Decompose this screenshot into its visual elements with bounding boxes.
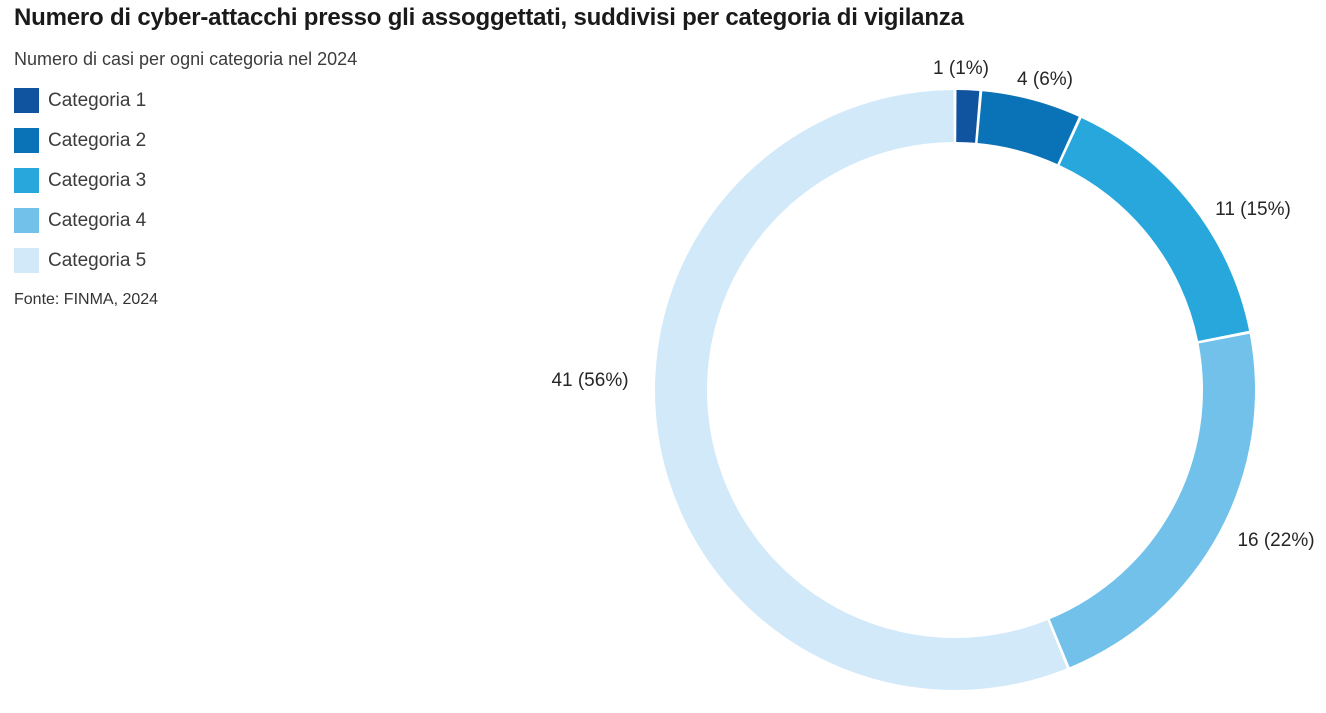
- legend-item-categoria-3: Categoria 3: [14, 168, 146, 193]
- slice-label-categoria-1: 1 (1%): [933, 58, 989, 79]
- legend-label: Categoria 3: [48, 169, 147, 191]
- legend-label: Categoria 2: [48, 129, 147, 151]
- chart-subtitle: Numero di casi per ogni categoria nel 20…: [14, 49, 358, 69]
- donut-slice-categoria-5: [655, 90, 1067, 690]
- legend-swatch-categoria-5: [14, 248, 39, 273]
- legend-swatch-categoria-1: [14, 88, 39, 113]
- slice-label-categoria-3: 11 (15%): [1215, 199, 1291, 220]
- legend-swatch-categoria-3: [14, 168, 39, 193]
- donut-slice-categoria-4: [1049, 333, 1256, 668]
- slice-label-categoria-2: 4 (6%): [1017, 69, 1073, 90]
- chart-title: Numero di cyber-attacchi presso gli asso…: [14, 4, 964, 31]
- legend-swatch-categoria-2: [14, 128, 39, 153]
- legend-item-categoria-2: Categoria 2: [14, 128, 146, 153]
- legend-item-categoria-4: Categoria 4: [14, 208, 146, 233]
- legend-item-categoria-5: Categoria 5: [14, 248, 146, 273]
- legend: Categoria 1 Categoria 2 Categoria 3 Cate…: [14, 88, 146, 288]
- donut-slice-categoria-2: [977, 91, 1079, 165]
- donut-slice-categoria-3: [1059, 117, 1250, 342]
- legend-swatch-categoria-4: [14, 208, 39, 233]
- slice-label-categoria-4: 16 (22%): [1237, 530, 1315, 551]
- legend-label: Categoria 5: [48, 249, 147, 271]
- slice-label-categoria-5: 41 (56%): [551, 370, 629, 391]
- donut-slice-categoria-1: [956, 90, 980, 143]
- legend-item-categoria-1: Categoria 1: [14, 88, 146, 113]
- legend-label: Categoria 4: [48, 209, 147, 231]
- source-note: Fonte: FINMA, 2024: [14, 291, 159, 308]
- legend-label: Categoria 1: [48, 89, 147, 111]
